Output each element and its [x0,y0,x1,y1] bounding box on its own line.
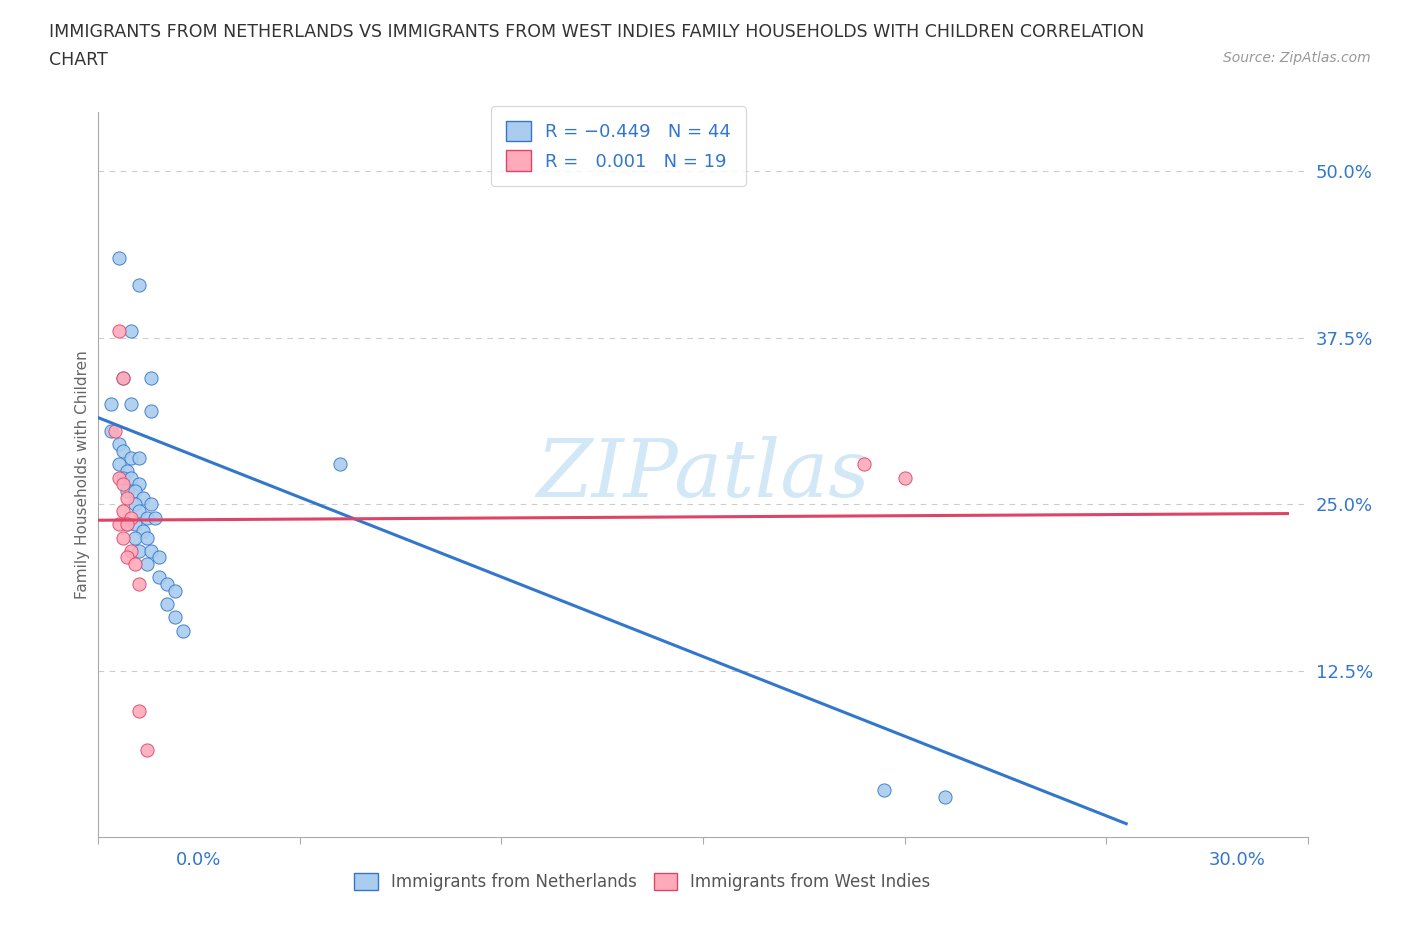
Point [135,743,157,758]
Text: 0.0%: 0.0% [176,851,221,869]
Point [139,497,162,512]
Point [100,423,122,438]
Text: CHART: CHART [49,51,108,69]
Point [128,543,150,558]
Point [120,324,142,339]
Point [128,703,150,718]
Point [128,477,150,492]
Point [107,457,129,472]
Text: 30.0%: 30.0% [1209,851,1265,869]
Point [111,370,134,385]
Point [120,450,142,465]
Point [111,477,134,492]
Legend: Immigrants from Netherlands, Immigrants from West Indies: Immigrants from Netherlands, Immigrants … [347,866,938,897]
Point [853,457,876,472]
Point [873,783,896,798]
Point [139,370,162,385]
Point [139,543,162,558]
Point [172,623,194,638]
Point [135,530,157,545]
Point [132,524,155,538]
Point [128,277,150,292]
Point [148,570,170,585]
Point [128,577,150,591]
Point [120,471,142,485]
Point [163,610,186,625]
Point [103,423,125,438]
Point [934,790,956,804]
Point [107,250,129,265]
Point [111,444,134,458]
Point [124,497,146,512]
Y-axis label: Family Households with Children: Family Households with Children [75,350,90,599]
Point [128,450,150,465]
Point [120,397,142,412]
Point [111,471,134,485]
Point [156,577,179,591]
Point [107,471,129,485]
Point [163,583,186,598]
Point [124,530,146,545]
Point [115,517,138,532]
Point [115,490,138,505]
Point [143,511,166,525]
Point [115,484,138,498]
Text: ZIPatlas: ZIPatlas [536,435,870,513]
Point [120,543,142,558]
Point [120,511,142,525]
Point [115,517,138,532]
Point [124,557,146,572]
Point [107,324,129,339]
Point [115,463,138,478]
Point [107,517,129,532]
Point [135,557,157,572]
Point [135,511,157,525]
Point [111,530,134,545]
Point [148,550,170,565]
Point [132,490,155,505]
Text: IMMIGRANTS FROM NETHERLANDS VS IMMIGRANTS FROM WEST INDIES FAMILY HOUSEHOLDS WIT: IMMIGRANTS FROM NETHERLANDS VS IMMIGRANT… [49,23,1144,41]
Point [893,471,915,485]
Point [115,550,138,565]
Point [107,437,129,452]
Point [124,484,146,498]
Point [128,503,150,518]
Point [111,503,134,518]
Point [139,404,162,418]
Point [156,597,179,612]
Text: Source: ZipAtlas.com: Source: ZipAtlas.com [1223,51,1371,65]
Point [124,517,146,532]
Point [100,397,122,412]
Point [329,457,352,472]
Point [111,370,134,385]
